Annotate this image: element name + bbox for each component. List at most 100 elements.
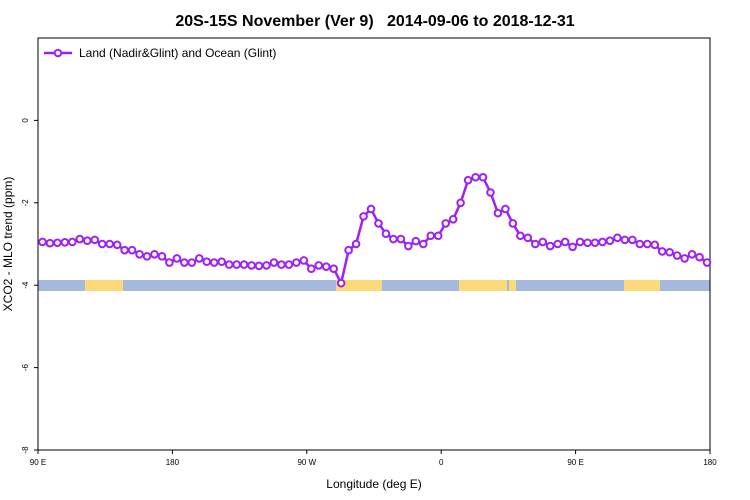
data-point bbox=[150, 250, 159, 259]
x-tick-label: 0 bbox=[439, 458, 444, 467]
data-point bbox=[516, 231, 525, 241]
data-point bbox=[374, 219, 383, 228]
x-axis-label: Longitude (deg E) bbox=[326, 477, 421, 491]
plot-frame bbox=[37, 37, 711, 451]
data-point bbox=[45, 238, 55, 248]
data-point bbox=[448, 214, 458, 224]
data-point bbox=[456, 198, 465, 208]
data-point bbox=[202, 257, 212, 267]
data-point bbox=[306, 264, 316, 274]
land-strip bbox=[85, 280, 123, 291]
y-tick-label: -4 bbox=[21, 281, 30, 289]
data-point bbox=[262, 261, 271, 270]
data-point bbox=[112, 240, 122, 250]
data-point bbox=[299, 256, 309, 265]
data-point bbox=[97, 239, 107, 249]
data-point bbox=[277, 260, 286, 269]
legend-marker bbox=[53, 48, 63, 58]
data-point bbox=[642, 239, 652, 249]
data-point bbox=[284, 260, 294, 269]
x-tick-label: 180 bbox=[166, 458, 180, 467]
data-point bbox=[90, 235, 100, 245]
data-point bbox=[172, 254, 182, 263]
legend-label: Land (Nadir&Glint) and Ocean (Glint) bbox=[79, 46, 276, 60]
data-point bbox=[702, 258, 712, 267]
y-axis-label: XCO2 - MLO trend (ppm) bbox=[1, 177, 15, 312]
data-point bbox=[613, 233, 622, 243]
series-line bbox=[42, 176, 708, 287]
data-point bbox=[486, 188, 495, 197]
data-point bbox=[194, 254, 204, 263]
data-point bbox=[426, 231, 436, 241]
data-point bbox=[165, 258, 174, 267]
land-strip bbox=[336, 280, 382, 291]
data-point bbox=[433, 231, 443, 241]
data-point bbox=[75, 234, 85, 244]
data-point bbox=[687, 250, 697, 259]
data-point bbox=[232, 260, 241, 269]
data-point bbox=[598, 237, 607, 247]
data-point bbox=[493, 208, 503, 218]
data-point bbox=[366, 204, 376, 214]
y-tick-label: -2 bbox=[21, 199, 30, 207]
land-strip bbox=[509, 280, 516, 291]
y-tick-label: -8 bbox=[21, 446, 30, 454]
data-point bbox=[53, 238, 62, 248]
surface-strip bbox=[38, 280, 710, 291]
data-point bbox=[695, 252, 704, 262]
data-point bbox=[411, 236, 421, 246]
data-point bbox=[418, 239, 428, 249]
y-tick-label: -6 bbox=[21, 363, 30, 371]
data-point bbox=[217, 257, 226, 267]
data-point bbox=[575, 237, 585, 247]
data-point bbox=[530, 239, 540, 249]
data-point bbox=[404, 241, 413, 251]
data-point bbox=[187, 258, 197, 267]
data-point bbox=[209, 258, 219, 267]
data-point bbox=[142, 252, 152, 261]
data-point bbox=[82, 236, 92, 246]
data-point bbox=[321, 262, 331, 271]
data-point bbox=[650, 240, 660, 250]
x-tick-label: 90 E bbox=[567, 458, 583, 467]
x-tick-label: 180 bbox=[703, 458, 717, 467]
data-point bbox=[127, 245, 137, 255]
data-point bbox=[635, 239, 645, 249]
data-point bbox=[396, 234, 406, 244]
data-point bbox=[224, 260, 234, 269]
land-strip bbox=[624, 280, 660, 291]
land-strip bbox=[459, 280, 507, 291]
data-point bbox=[292, 258, 301, 267]
chart-title: 20S-15S November (Ver 9) 2014-09-06 to 2… bbox=[175, 13, 574, 30]
data-point bbox=[672, 251, 682, 260]
data-point bbox=[538, 237, 548, 247]
data-point bbox=[105, 239, 114, 249]
data-point bbox=[120, 245, 129, 255]
data-point bbox=[336, 278, 346, 288]
data-point bbox=[508, 219, 518, 228]
data-point bbox=[68, 237, 77, 247]
data-point bbox=[157, 252, 167, 261]
data-point bbox=[38, 237, 47, 247]
x-tick-label: 90 W bbox=[297, 458, 316, 467]
data-point bbox=[344, 245, 353, 255]
data-point bbox=[441, 219, 450, 228]
x-tick-label: 90 E bbox=[30, 458, 46, 467]
data-point bbox=[478, 172, 488, 182]
data-point bbox=[135, 250, 144, 259]
data-point bbox=[605, 236, 615, 246]
data-point bbox=[583, 238, 592, 248]
y-tick-label: 0 bbox=[21, 118, 30, 123]
data-point bbox=[665, 247, 674, 257]
data-point bbox=[180, 258, 189, 267]
data-point bbox=[381, 229, 391, 238]
data-point bbox=[269, 258, 279, 267]
data-point bbox=[471, 172, 480, 182]
data-point bbox=[590, 238, 600, 248]
data-point bbox=[351, 239, 361, 249]
data-point bbox=[545, 241, 555, 251]
data-point bbox=[501, 204, 510, 214]
data-point bbox=[463, 175, 473, 185]
data-point bbox=[523, 233, 533, 243]
